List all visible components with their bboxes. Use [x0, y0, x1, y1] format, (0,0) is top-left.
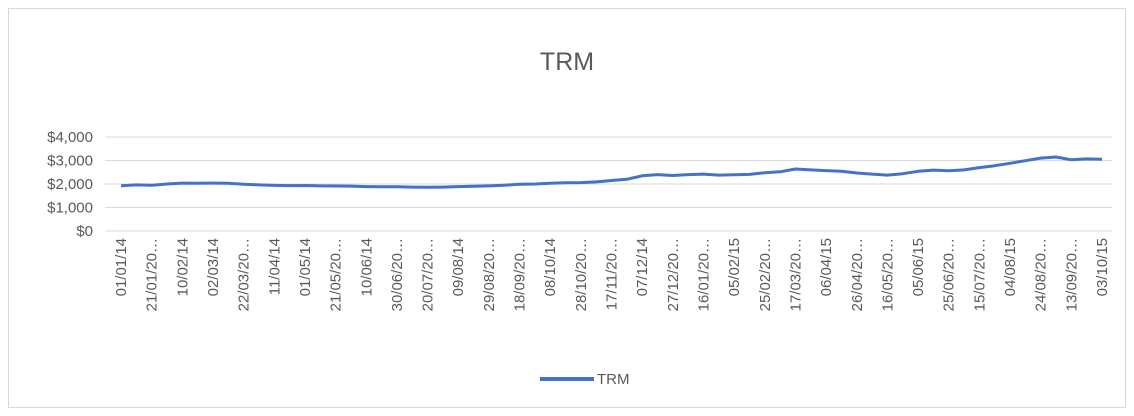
- x-tick-label: 20/07/20…: [420, 238, 437, 311]
- x-tick-label: 27/12/20…: [665, 238, 682, 311]
- x-tick-label: 17/11/20…: [604, 238, 621, 310]
- x-tick-label: 22/03/20…: [236, 238, 253, 311]
- x-tick-label: 11/04/14: [266, 238, 283, 295]
- x-tick-label: 24/08/20…: [1033, 238, 1050, 311]
- x-tick-label: 29/08/20…: [481, 238, 498, 311]
- x-tick-label: 15/07/20…: [971, 238, 988, 311]
- line-series: [120, 155, 1103, 189]
- x-tick-label: 25/02/20…: [757, 238, 774, 311]
- y-tick-label: $1,000: [47, 200, 93, 217]
- x-tick-label: 07/12/14: [634, 238, 651, 296]
- x-tick-label: 28/10/20…: [573, 238, 590, 311]
- x-tick-label: 06/04/15: [818, 238, 835, 296]
- x-tick-label: 17/03/20…: [787, 238, 804, 311]
- x-tick-label: 21/05/20…: [328, 238, 345, 311]
- x-tick-label: 26/04/20…: [849, 238, 866, 311]
- x-tick-label: 16/05/20…: [879, 238, 896, 311]
- y-tick-label: $4,000: [47, 129, 93, 146]
- x-tick-label: 18/09/20…: [512, 238, 529, 311]
- x-tick-label: 01/01/14: [113, 238, 130, 296]
- x-tick-label: 05/02/15: [726, 238, 743, 296]
- x-tick-label: 25/06/20…: [941, 238, 958, 311]
- y-tick-label: $3,000: [47, 153, 93, 170]
- y-tick-label: $2,000: [47, 176, 93, 193]
- x-tick-label: 10/02/14: [174, 238, 191, 296]
- x-tick-label: 13/09/20…: [1063, 238, 1080, 311]
- x-tick-label: 09/08/14: [450, 238, 467, 296]
- chart-title: TRM: [540, 48, 594, 76]
- x-tick-label: 08/10/14: [542, 238, 559, 296]
- x-tick-label: 30/06/20…: [389, 238, 406, 311]
- x-tick-label: 01/05/14: [297, 238, 314, 296]
- x-tick-label: 16/01/20…: [695, 238, 712, 311]
- x-tick-label: 21/01/20…: [144, 238, 161, 311]
- y-tick-label: $0: [76, 223, 93, 240]
- x-tick-label: 05/06/15: [910, 238, 927, 296]
- x-tick-label: 10/06/14: [358, 238, 375, 296]
- x-tick-label: 03/10/15: [1094, 238, 1111, 296]
- x-tick-label: 02/03/14: [205, 238, 222, 296]
- legend-label: TRM: [597, 371, 630, 388]
- x-tick-label: 04/08/15: [1002, 238, 1019, 296]
